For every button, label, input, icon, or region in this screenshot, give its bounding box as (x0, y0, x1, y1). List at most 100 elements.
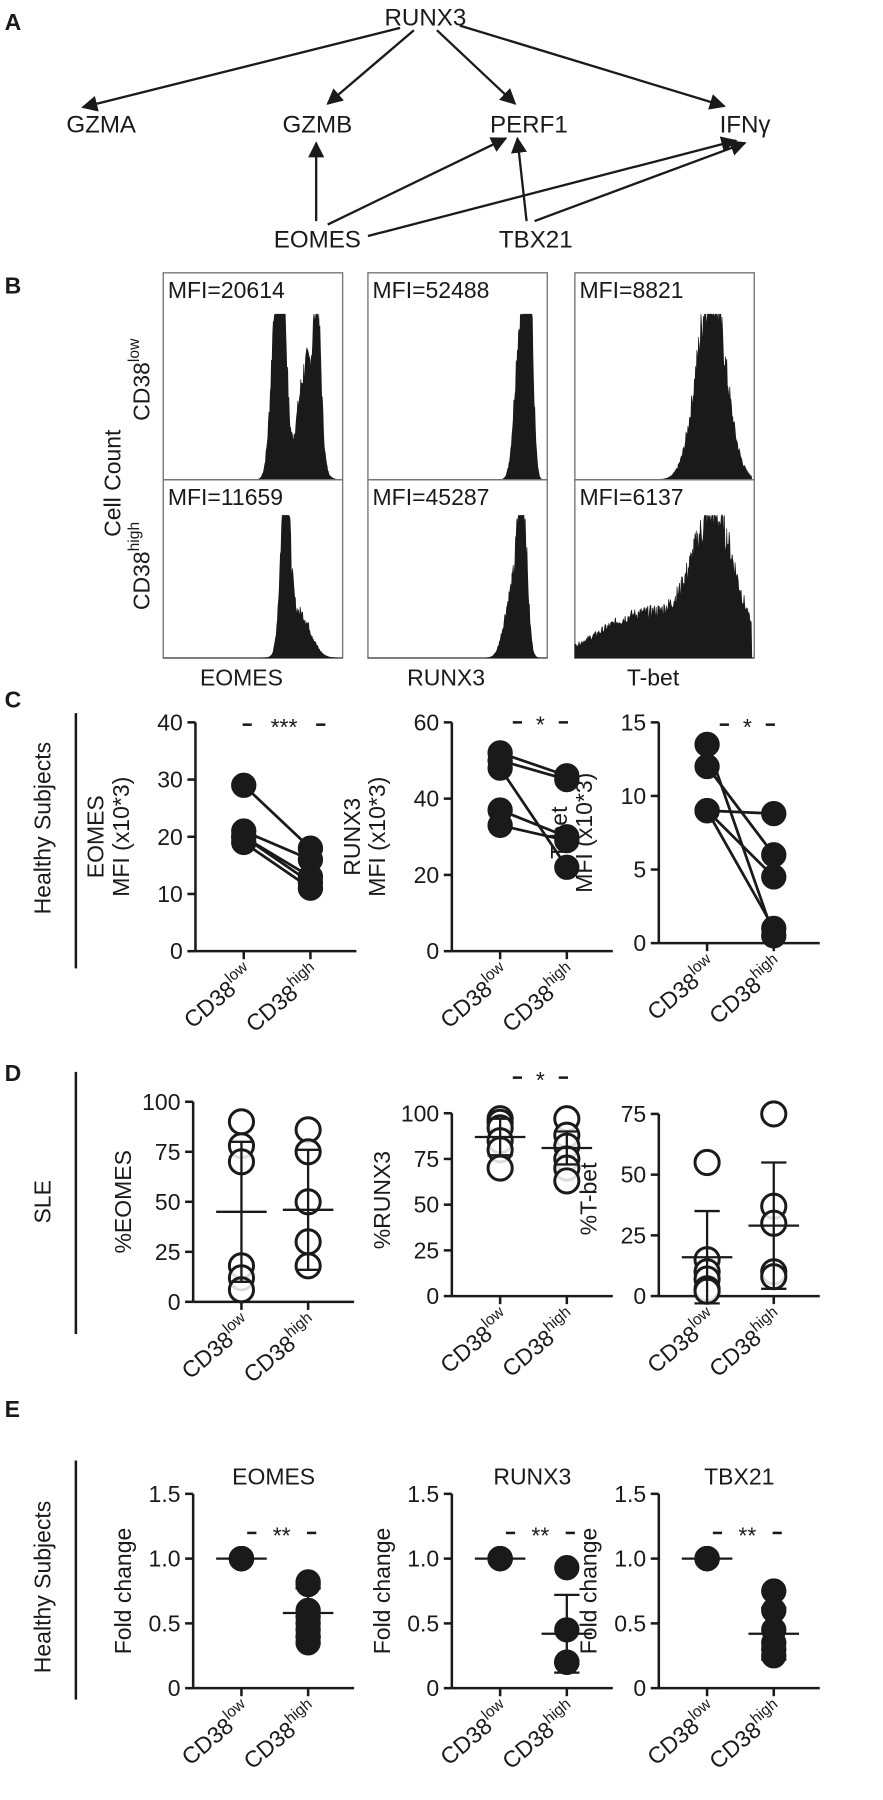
y-tick-label: 25 (414, 1237, 440, 1263)
panel-letter: B (5, 273, 22, 299)
significance: ** (531, 1522, 549, 1548)
y-tick-label: 0 (168, 1675, 181, 1701)
y-tick-label: 0.5 (614, 1610, 646, 1636)
mfi-label: MFI=52488 (373, 277, 490, 303)
y-axis-label: MFI (x10*3) (108, 777, 134, 897)
chart-title: EOMES (232, 1464, 315, 1490)
group-label: SLE (30, 1180, 56, 1223)
y-tick-label: 60 (414, 709, 440, 735)
histogram (163, 515, 343, 659)
data-point (694, 753, 720, 780)
diagram-node: EOMES (274, 227, 361, 254)
pair-line (705, 765, 775, 856)
mfi-label: MFI=6137 (579, 484, 683, 510)
significance: ** (273, 1522, 291, 1548)
diagram-node: IFNγ (720, 112, 771, 139)
diagram-node: GZMA (66, 112, 137, 139)
y-tick-label: 100 (401, 1100, 439, 1126)
data-point (760, 1100, 788, 1128)
mfi-label: MFI=20614 (168, 277, 285, 303)
group-label: Healthy Subjects (30, 1501, 56, 1673)
y-axis-label: Fold change (110, 1528, 136, 1655)
edge (327, 137, 508, 226)
histogram (367, 313, 548, 481)
diagram-edges (81, 24, 747, 238)
diagram-node: TBX21 (499, 227, 573, 254)
row-label: CD38high (126, 522, 154, 610)
x-tick-label: CD38high (703, 1696, 789, 1774)
panel-letter: D (5, 1060, 22, 1086)
data-point (694, 798, 720, 824)
mfi-label: MFI=11659 (168, 484, 283, 510)
pair-line (498, 767, 568, 869)
x-tick-label: CD38high (237, 1696, 323, 1774)
y-tick-label: 15 (621, 709, 647, 735)
histogram (163, 313, 343, 481)
y-tick-label: 1.5 (614, 1481, 646, 1507)
label-sup: high (126, 522, 143, 552)
x-tick-label: CD38high (703, 1303, 789, 1381)
y-tick-label: 5 (633, 857, 646, 883)
diagram-node: RUNX3 (385, 5, 467, 32)
data-point (553, 1167, 581, 1195)
histogram-x-label: T-bet (627, 665, 680, 691)
data-point (487, 812, 513, 838)
y-tick-label: 25 (621, 1222, 647, 1248)
pair-line (706, 809, 775, 878)
chart-title: TBX21 (704, 1464, 774, 1490)
y-axis-label: MFI (x10*3) (364, 777, 390, 897)
y-tick-label: 40 (414, 786, 440, 812)
pair-line (705, 809, 775, 930)
histogram (367, 515, 548, 659)
y-axis-label: %RUNX3 (369, 1151, 395, 1249)
y-tick-label: 0 (426, 1675, 439, 1701)
y-tick-label: 0.5 (149, 1610, 181, 1636)
y-tick-label: 30 (157, 767, 183, 793)
y-tick-label: 0 (633, 1675, 646, 1701)
significance: * (743, 714, 752, 740)
panel-letter: A (5, 9, 22, 35)
y-tick-label: 20 (414, 862, 440, 888)
y-tick-label: 75 (414, 1146, 440, 1172)
y-axis-label: Fold change (369, 1528, 395, 1655)
data-point (297, 875, 324, 901)
y-tick-label: 25 (155, 1239, 181, 1265)
y-tick-label: 10 (157, 881, 183, 907)
data-point (761, 800, 787, 827)
edge (367, 136, 738, 238)
y-tick-label: 0 (170, 938, 183, 964)
x-tick-label: CD38high (496, 1303, 582, 1381)
data-point (231, 772, 257, 798)
edge (459, 24, 726, 110)
data-point (761, 915, 787, 942)
y-tick-label: 1.0 (614, 1546, 646, 1572)
data-point (761, 864, 787, 890)
y-axis-label: EOMES (82, 795, 108, 878)
significance: *** (271, 714, 298, 740)
data-point (227, 1108, 256, 1136)
chart-title: RUNX3 (493, 1464, 571, 1490)
y-tick-label: 1.0 (407, 1546, 439, 1572)
significance: * (536, 1067, 545, 1093)
group-label: Healthy Subjects (30, 742, 56, 914)
data-point (554, 766, 580, 793)
data-point (694, 731, 720, 758)
y-tick-label: 50 (621, 1162, 647, 1188)
pair-line (705, 743, 776, 937)
y-tick-label: 75 (155, 1139, 181, 1165)
diagram-node: PERF1 (490, 112, 568, 139)
data-point (554, 827, 580, 854)
y-tick-label: 1.5 (407, 1481, 439, 1507)
significance: ** (738, 1522, 756, 1548)
y-tick-label: 1.0 (149, 1546, 181, 1572)
pair-line (242, 784, 312, 850)
edge (81, 26, 401, 112)
y-axis-label: %T-bet (576, 1162, 602, 1235)
mfi-label: MFI=45287 (373, 484, 490, 510)
x-tick-label: CD38high (703, 951, 789, 1029)
y-axis-label: %EOMES (110, 1150, 136, 1253)
data-point (693, 1148, 721, 1177)
y-tick-label: 0 (633, 1283, 646, 1309)
data-point (487, 755, 513, 781)
histogram (574, 313, 755, 481)
